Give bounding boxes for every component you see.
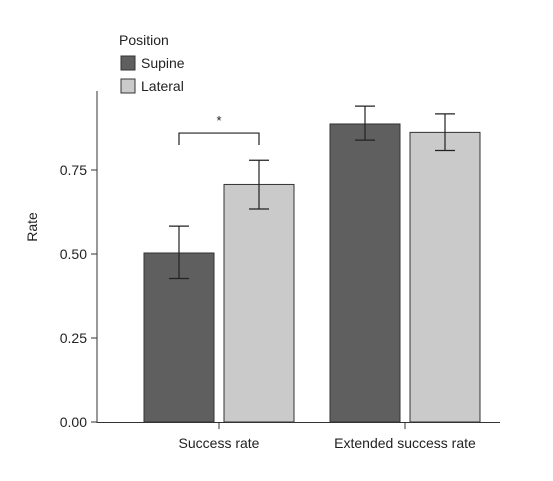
legend-label-supine: Supine xyxy=(141,55,185,71)
legend-label-lateral: Lateral xyxy=(141,78,184,94)
bar-supine-2 xyxy=(329,123,401,423)
x-tick-label: Extended success rate xyxy=(334,435,476,451)
y-tick-label: 0.75 xyxy=(60,162,87,178)
y-axis-label: Rate xyxy=(24,212,40,242)
y-tick-label: 0.25 xyxy=(60,330,87,346)
legend: Position Supine Lateral xyxy=(119,32,185,94)
y-axis-ticks: 0.00 0.25 0.50 0.75 xyxy=(60,162,97,430)
legend-swatch-supine xyxy=(120,55,136,71)
bar-lateral-2 xyxy=(409,131,481,423)
bars xyxy=(143,123,481,423)
x-tick-label: Success rate xyxy=(179,435,260,451)
legend-swatch-lateral xyxy=(120,78,136,94)
significance-bracket xyxy=(178,132,260,146)
bar-lateral-1 xyxy=(223,183,295,423)
bar-supine-1 xyxy=(143,252,215,423)
legend-title: Position xyxy=(119,32,169,48)
error-bars xyxy=(169,105,455,280)
y-tick-label: 0.00 xyxy=(60,414,87,430)
y-tick-label: 0.50 xyxy=(60,246,87,262)
x-axis-ticks: Success rate Extended success rate xyxy=(179,423,476,451)
annotations: * xyxy=(178,113,260,146)
significance-label: * xyxy=(216,113,221,128)
